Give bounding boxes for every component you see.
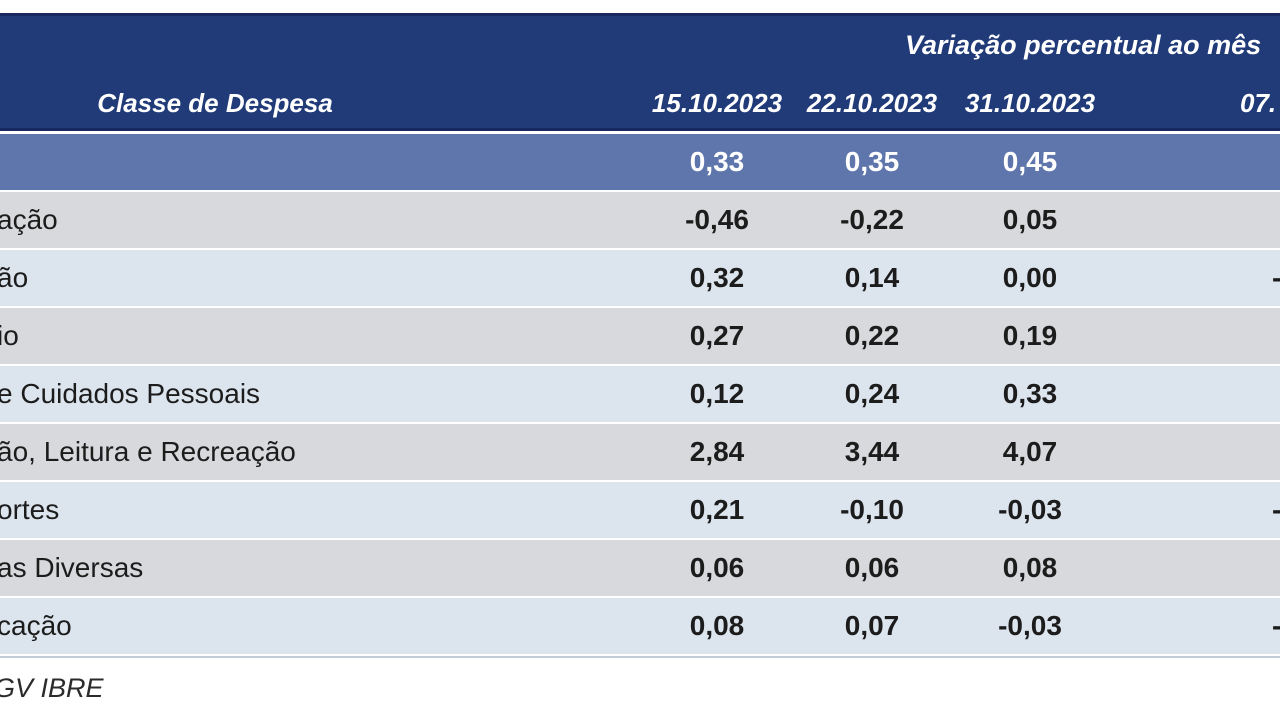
table-row: ortes 0,21 -0,10 -0,03 - bbox=[0, 482, 1280, 538]
row-label: ortes bbox=[0, 494, 60, 525]
value-cell: -0,10 bbox=[840, 494, 904, 525]
row-label: ação bbox=[0, 204, 58, 235]
value-cell-clipped bbox=[1272, 192, 1280, 248]
column-header-date-4-clipped: 07. bbox=[1240, 87, 1277, 118]
value-cell: -0,22 bbox=[840, 204, 904, 235]
row-label: e Cuidados Pessoais bbox=[0, 378, 261, 409]
value-cell-clipped: - bbox=[1272, 482, 1280, 538]
value-cell: 0,12 bbox=[689, 378, 745, 409]
value-cell-clipped bbox=[1272, 134, 1280, 190]
table-row: ação -0,46 -0,22 0,05 bbox=[0, 192, 1280, 248]
table-body: 0,33 0,35 0,45 ação -0,46 -0,22 0,05 ão … bbox=[0, 134, 1280, 656]
row-label: cação bbox=[0, 610, 72, 641]
value-cell: -0,03 bbox=[998, 494, 1062, 525]
table-bottom-rule bbox=[0, 656, 1280, 658]
column-header-date-3: 31.10.2023 bbox=[964, 87, 1096, 118]
value-cell: 0,22 bbox=[844, 320, 900, 351]
value-cell: 0,45 bbox=[1002, 146, 1058, 177]
value-cell: 0,06 bbox=[689, 552, 745, 583]
value-cell: 0,33 bbox=[689, 146, 745, 177]
value-cell: 0,00 bbox=[1002, 262, 1058, 293]
table-row: io 0,27 0,22 0,19 bbox=[0, 308, 1280, 364]
table-title: Variação percentual ao mês bbox=[905, 30, 1262, 60]
value-cell: 0,14 bbox=[844, 262, 900, 293]
column-header-row: Classe de Despesa 15.10.2023 22.10.2023 … bbox=[0, 82, 1280, 124]
value-cell: 0,27 bbox=[689, 320, 745, 351]
row-label: ão, Leitura e Recreação bbox=[0, 436, 296, 467]
table-row: ão 0,32 0,14 0,00 - bbox=[0, 250, 1280, 306]
table-row: e Cuidados Pessoais 0,12 0,24 0,33 bbox=[0, 366, 1280, 422]
value-cell-clipped bbox=[1272, 366, 1280, 422]
row-label: as Diversas bbox=[0, 552, 144, 583]
value-cell-clipped: - bbox=[1272, 250, 1280, 306]
value-cell: 0,05 bbox=[1002, 204, 1058, 235]
value-cell: 0,08 bbox=[689, 610, 745, 641]
value-cell-clipped: - bbox=[1272, 598, 1280, 654]
value-cell-clipped bbox=[1272, 424, 1280, 480]
value-cell: 0,33 bbox=[1002, 378, 1058, 409]
value-cell: 3,44 bbox=[844, 436, 900, 467]
row-label: io bbox=[0, 320, 19, 351]
value-cell: 0,19 bbox=[1002, 320, 1058, 351]
row-label: ão bbox=[0, 262, 29, 293]
value-cell: -0,46 bbox=[685, 204, 749, 235]
value-cell: 0,06 bbox=[844, 552, 900, 583]
value-cell: 0,24 bbox=[844, 378, 900, 409]
column-header-date-1: 15.10.2023 bbox=[651, 87, 783, 118]
table-row: cação 0,08 0,07 -0,03 - bbox=[0, 598, 1280, 654]
column-header-classe-de-despesa: Classe de Despesa bbox=[97, 87, 333, 118]
table-header-band: Variação percentual ao mês Classe de Des… bbox=[0, 13, 1280, 131]
table-row: ão, Leitura e Recreação 2,84 3,44 4,07 bbox=[0, 424, 1280, 480]
value-cell: 0,35 bbox=[844, 146, 900, 177]
value-cell-clipped bbox=[1272, 540, 1280, 596]
table-row-total: 0,33 0,35 0,45 bbox=[0, 134, 1280, 190]
value-cell: 4,07 bbox=[1002, 436, 1058, 467]
source-note: GV IBRE bbox=[0, 672, 104, 703]
table-row: as Diversas 0,06 0,06 0,08 bbox=[0, 540, 1280, 596]
value-cell-clipped bbox=[1272, 308, 1280, 364]
value-cell: 0,08 bbox=[1002, 552, 1058, 583]
value-cell: -0,03 bbox=[998, 610, 1062, 641]
value-cell: 0,21 bbox=[689, 494, 745, 525]
value-cell: 2,84 bbox=[689, 436, 745, 467]
value-cell: 0,07 bbox=[844, 610, 900, 641]
value-cell: 0,32 bbox=[689, 262, 745, 293]
column-header-date-2: 22.10.2023 bbox=[806, 87, 938, 118]
